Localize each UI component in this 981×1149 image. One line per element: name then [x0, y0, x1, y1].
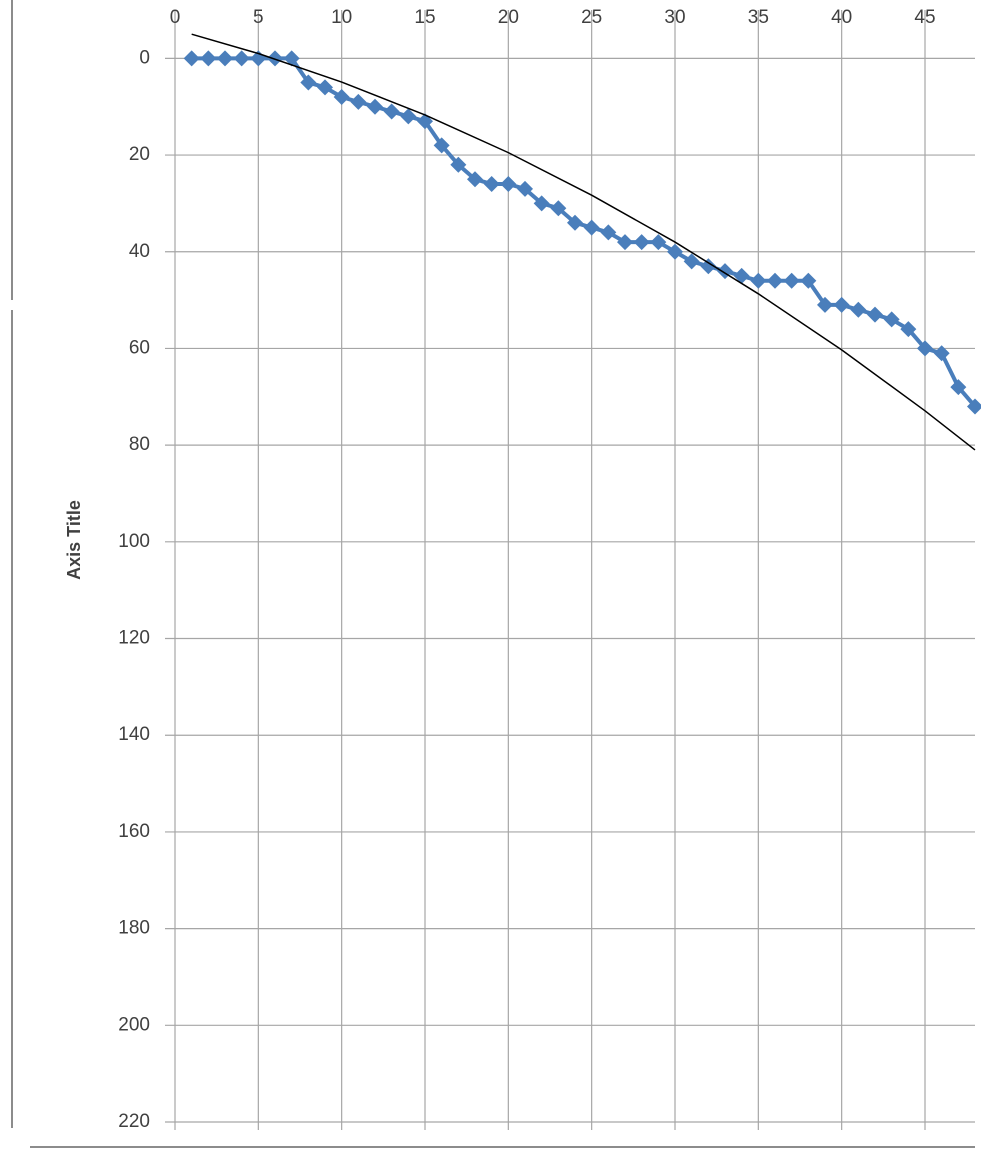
marker — [850, 301, 867, 318]
marker — [917, 340, 933, 357]
marker — [833, 296, 850, 313]
x-tick-label: 30 — [664, 7, 685, 28]
marker — [883, 311, 900, 328]
marker — [800, 272, 817, 289]
y-tick-label: 60 — [129, 337, 150, 358]
x-tick-label: 5 — [253, 7, 264, 28]
marker — [367, 98, 383, 115]
x-tick-label: 15 — [414, 7, 435, 28]
marker — [433, 137, 450, 154]
y-tick-label: 120 — [118, 628, 150, 649]
y-tick-label: 220 — [118, 1111, 150, 1132]
marker — [450, 156, 467, 173]
series-line — [191, 56, 977, 408]
marker — [900, 321, 917, 338]
marker — [483, 176, 500, 193]
marker — [333, 89, 350, 106]
y-tick-label: 20 — [129, 144, 150, 165]
marker — [217, 50, 233, 67]
marker — [633, 234, 650, 251]
x-tick-label: 20 — [498, 7, 519, 28]
marker — [400, 108, 417, 125]
trend-line — [191, 33, 976, 451]
marker — [733, 267, 750, 284]
marker — [933, 345, 950, 362]
marker — [467, 171, 483, 188]
y-axis-title: Axis Title — [64, 500, 84, 580]
marker — [783, 272, 800, 289]
marker — [667, 243, 683, 260]
marker — [350, 93, 367, 110]
y-tick-label: 80 — [129, 434, 150, 455]
y-tick-label: 200 — [118, 1014, 150, 1035]
marker — [750, 272, 767, 289]
marker — [567, 214, 583, 231]
marker — [200, 50, 217, 67]
y-tick-label: 40 — [129, 241, 150, 262]
marker — [550, 200, 567, 217]
marker — [600, 224, 617, 241]
marker — [950, 379, 967, 396]
marker — [583, 219, 600, 236]
marker — [283, 50, 300, 67]
marker — [183, 50, 200, 67]
marker — [867, 306, 883, 323]
y-tick-label: 0 — [139, 47, 150, 68]
x-tick-label: 10 — [331, 7, 352, 28]
marker — [533, 195, 550, 212]
marker — [967, 398, 981, 415]
marker — [233, 50, 250, 67]
y-tick-label: 160 — [118, 821, 150, 842]
y-tick-label: 100 — [118, 531, 150, 552]
y-tick-label: 180 — [118, 918, 150, 939]
marker — [517, 180, 533, 197]
x-tick-label: 45 — [914, 7, 935, 28]
marker — [383, 103, 400, 120]
marker — [700, 258, 717, 275]
marker — [267, 50, 283, 67]
x-tick-label: 25 — [581, 7, 602, 28]
marker — [617, 234, 633, 251]
marker — [767, 272, 783, 289]
y-tick-label: 140 — [118, 724, 150, 745]
marker — [500, 176, 517, 193]
marker — [817, 296, 833, 313]
x-tick-label: 35 — [748, 7, 769, 28]
marker — [317, 79, 333, 96]
marker — [300, 74, 317, 91]
x-tick-label: 40 — [831, 7, 852, 28]
marker — [683, 253, 700, 270]
x-tick-label: 0 — [170, 7, 181, 28]
marker — [650, 234, 667, 251]
